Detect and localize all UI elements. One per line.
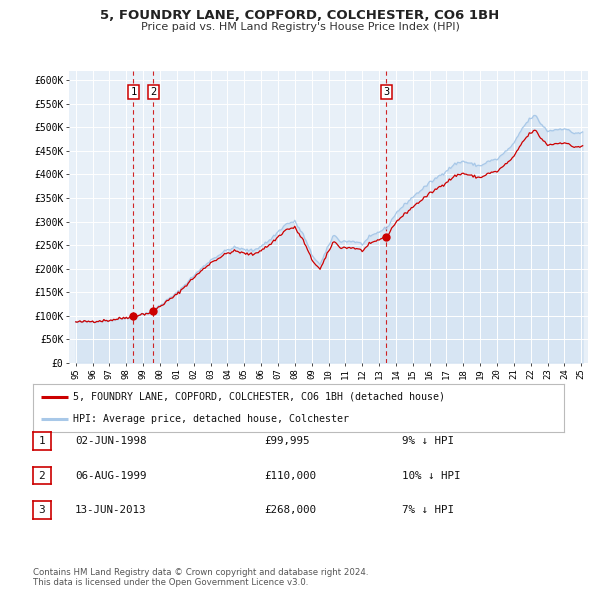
Text: 3: 3 [383, 87, 389, 97]
Text: 5, FOUNDRY LANE, COPFORD, COLCHESTER, CO6 1BH: 5, FOUNDRY LANE, COPFORD, COLCHESTER, CO… [100, 9, 500, 22]
Text: 13-JUN-2013: 13-JUN-2013 [75, 505, 146, 514]
Text: HPI: Average price, detached house, Colchester: HPI: Average price, detached house, Colc… [73, 414, 349, 424]
Text: 1: 1 [38, 437, 45, 446]
Text: 1: 1 [130, 87, 136, 97]
Text: £110,000: £110,000 [264, 471, 316, 480]
Text: 2: 2 [38, 471, 45, 480]
Text: Contains HM Land Registry data © Crown copyright and database right 2024.
This d: Contains HM Land Registry data © Crown c… [33, 568, 368, 587]
Text: Price paid vs. HM Land Registry's House Price Index (HPI): Price paid vs. HM Land Registry's House … [140, 22, 460, 32]
Text: £99,995: £99,995 [264, 437, 310, 446]
Text: 5, FOUNDRY LANE, COPFORD, COLCHESTER, CO6 1BH (detached house): 5, FOUNDRY LANE, COPFORD, COLCHESTER, CO… [73, 392, 445, 402]
Text: 3: 3 [38, 505, 45, 514]
Text: £268,000: £268,000 [264, 505, 316, 514]
Text: 02-JUN-1998: 02-JUN-1998 [75, 437, 146, 446]
Text: 2: 2 [150, 87, 156, 97]
Text: 7% ↓ HPI: 7% ↓ HPI [402, 505, 454, 514]
Text: 9% ↓ HPI: 9% ↓ HPI [402, 437, 454, 446]
Text: 10% ↓ HPI: 10% ↓ HPI [402, 471, 461, 480]
Text: 06-AUG-1999: 06-AUG-1999 [75, 471, 146, 480]
